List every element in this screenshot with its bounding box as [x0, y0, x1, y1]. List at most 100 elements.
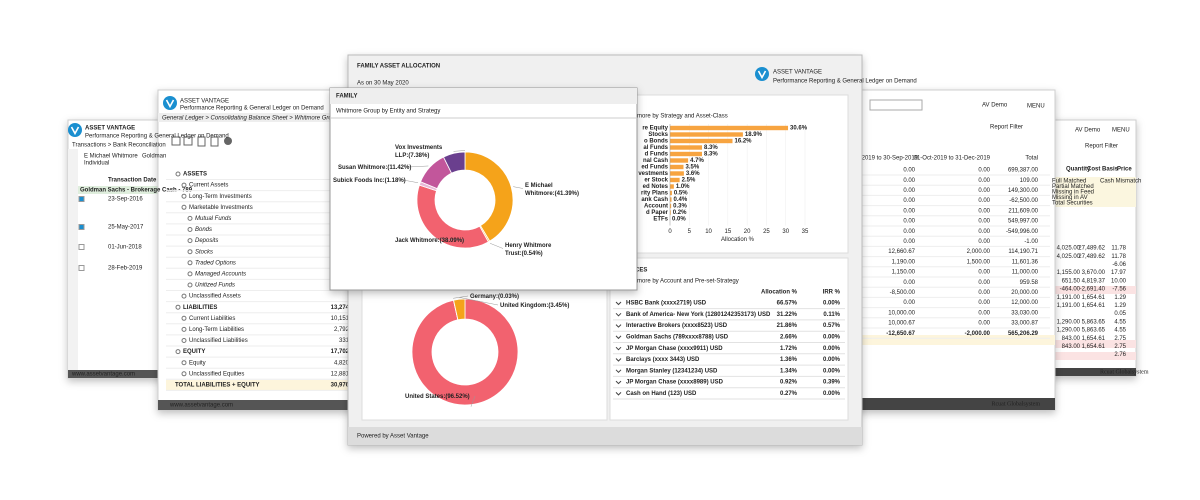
bar [670, 138, 733, 144]
value-label: 0.5% [674, 191, 688, 197]
cell: 0.00 [903, 219, 915, 225]
cell: 12,660.67 [888, 249, 915, 255]
date: 25-May-2017 [108, 225, 144, 231]
cell: 10.00 [1111, 278, 1127, 284]
category-label: ed Funds [641, 165, 668, 171]
cell: 1.29 [1114, 303, 1126, 309]
cell: 10,000.67 [888, 321, 915, 327]
bar [670, 203, 672, 209]
value-label: 4.7% [690, 158, 704, 164]
value-label: 0.2% [673, 210, 687, 216]
cell: 3,670.00 [1082, 270, 1106, 276]
account-name: Cash on Hand (123) USD [626, 391, 697, 397]
column-header: Jul-2019 to 30-Sep-2019 [852, 156, 919, 162]
slice-label: United States:(96.52%) [405, 394, 470, 400]
row-value: 17,702.1 [331, 349, 355, 355]
leader-line [470, 395, 476, 407]
cell: 4.55 [1114, 328, 1126, 334]
cell: 1,654.61 [1082, 336, 1106, 342]
category-label: o Bonds [644, 139, 669, 145]
brand: ASSET VANTAGE [85, 126, 135, 132]
checkbox [78, 196, 85, 202]
cell: 0.00 [978, 168, 990, 174]
row-label: Unclassified Liabilities [189, 338, 248, 344]
expander [181, 315, 187, 321]
bar [670, 164, 684, 170]
cell: 0.00 [978, 300, 990, 306]
cell: 1,290.00 [1057, 319, 1081, 325]
cell: 1,191.00 [1057, 303, 1081, 309]
value-label: 8.3% [704, 152, 718, 158]
cell: -12,650.67 [886, 331, 915, 337]
cell: 1,654.61 [1082, 295, 1106, 301]
cell: 0.00 [978, 239, 990, 245]
cell: 33,030.00 [1011, 310, 1038, 316]
expander [181, 193, 187, 199]
value-label: 0.0% [672, 217, 686, 223]
cell: 12,000.00 [1011, 300, 1038, 306]
slice-label-line: LLP:(7.38%) [395, 153, 429, 159]
value-label: 18.9% [745, 132, 763, 138]
cell: 843.00 [1062, 336, 1081, 342]
row-label: Equity [189, 360, 206, 366]
tagline: Performance Reporting & General Ledger o… [85, 134, 229, 140]
slice-label-line: Susan Whitmore:(11.42%) [338, 165, 411, 171]
cell: 1,500.00 [967, 259, 991, 265]
cell: 5,863.65 [1082, 328, 1106, 334]
brand: ASSET VANTAGE [180, 99, 229, 105]
expander [187, 215, 193, 221]
slice-label: Henry Whitmore Trust:(0.54%) [505, 243, 552, 257]
cell: -8,500.00 [890, 290, 916, 296]
cell: 11,000.00 [1012, 270, 1039, 276]
row-value: 2,792.3 [334, 327, 355, 333]
irr: 0.57% [823, 323, 841, 329]
bar [670, 190, 672, 196]
cell: 33,000.87 [1011, 321, 1038, 327]
cell: 4,025.00 [1057, 246, 1081, 252]
value-label: 30.6% [790, 126, 808, 132]
cell: 0.00 [978, 178, 990, 184]
cell: 0.00 [903, 188, 915, 194]
donut-slice [411, 298, 519, 406]
column-header: Quantity [1066, 167, 1091, 173]
cell: 2.76 [1114, 352, 1126, 358]
cell: 4,819.37 [1082, 278, 1106, 284]
value-label: 3.6% [686, 171, 700, 177]
checkbox [78, 265, 85, 271]
value-label: 3.5% [686, 165, 700, 171]
row-label: Deposits [195, 238, 218, 244]
bar [670, 132, 743, 137]
column-header: Transaction Date [108, 178, 157, 184]
legend-item: Missing in AV [1052, 195, 1088, 201]
slice-label-line: Trust:(0.54%) [505, 251, 543, 257]
footer: www.assetvantage.com [71, 372, 135, 378]
cell: -2,691.40 [1080, 287, 1106, 293]
expander [615, 312, 622, 317]
cell: 0.00 [978, 229, 990, 235]
cell: 0.00 [978, 188, 990, 194]
row-label: EQUITY [183, 349, 205, 355]
slice-label: United Kingdom:(3.45%) [500, 303, 569, 309]
row-label: Marketable Investments [189, 205, 253, 211]
title: FAMILY ASSET ALLOCATION [357, 64, 440, 70]
account-name: Goldman Sachs (789xxxx8788) USD [626, 334, 729, 340]
category-label: vestments [638, 171, 668, 177]
value-label: 2.5% [682, 178, 696, 184]
cell: 0.00 [978, 219, 990, 225]
cell: 0.00 [903, 229, 915, 235]
allocation: 1.72% [780, 346, 798, 352]
cell: 0.00 [978, 310, 990, 316]
expander [181, 204, 187, 210]
bar [670, 145, 703, 150]
leader-line [513, 186, 524, 189]
menu: MENU [1112, 128, 1130, 134]
x-axis-label: Allocation % [721, 237, 755, 243]
cell: -464.00 [1060, 287, 1081, 293]
x-tick-label: 35 [802, 229, 809, 235]
checkbox [78, 244, 85, 250]
mismatch: Cash Mismatch [1100, 179, 1141, 185]
cell: 565,206.29 [1008, 331, 1039, 337]
cell: 11.78 [1111, 254, 1126, 260]
bar [670, 158, 689, 163]
